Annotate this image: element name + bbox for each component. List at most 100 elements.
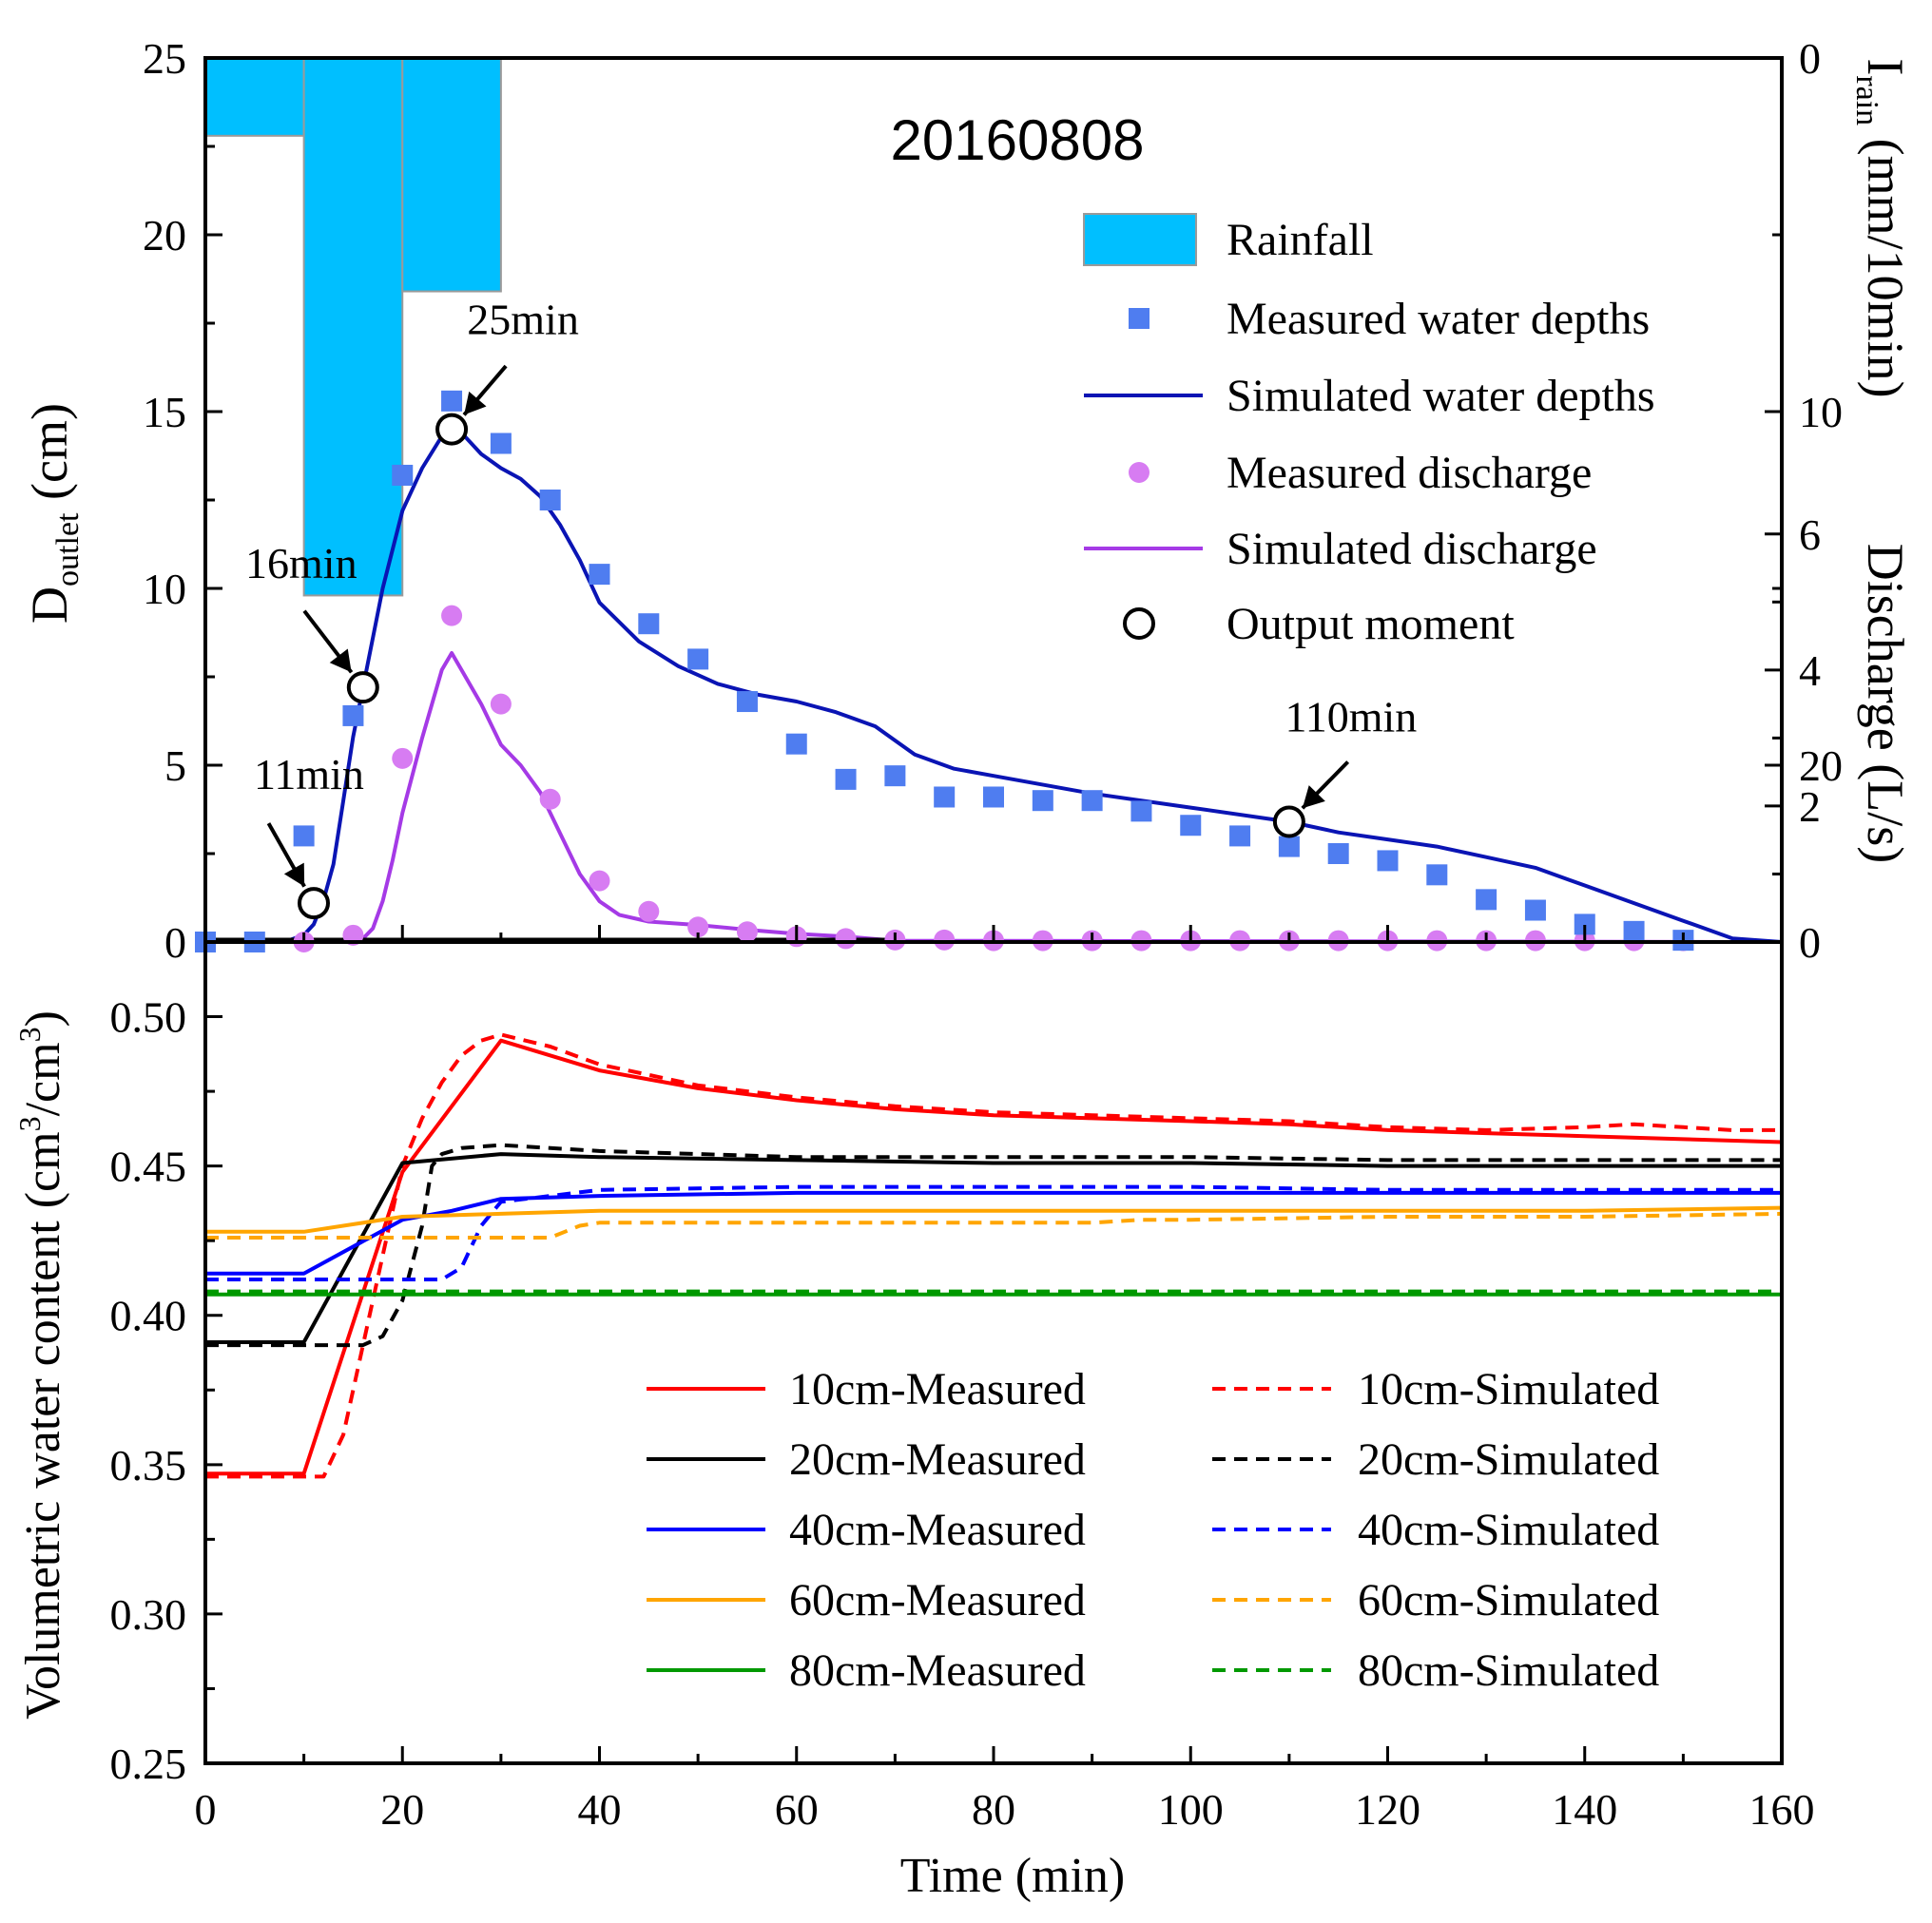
annotation-arrow-head	[329, 648, 352, 673]
output-moment-annotations: 11min 16min 25min 110min	[245, 296, 1417, 920]
bottom-series	[205, 1032, 1783, 1479]
measured-depth-point	[490, 433, 512, 454]
measured-depth-point	[687, 648, 709, 670]
measured-depth-point	[1130, 800, 1152, 822]
output-moment-marker	[297, 887, 330, 920]
measured-depth-point	[736, 691, 758, 713]
output-moment-marker	[346, 671, 379, 704]
output-moment-label: 25min	[467, 296, 579, 344]
measured-depth-point	[1180, 815, 1202, 837]
bottom-panel: 0.25 0.30 0.35 0.40 0.45 0.50 0 20 40 60 80 100 120 1…	[12, 993, 1815, 1834]
measured-depth-point	[1524, 899, 1546, 921]
legend-label: 80cm-Measured	[789, 1645, 1086, 1696]
y-tick-label-discharge: 4	[1799, 646, 1821, 695]
bottom-legend: 10cm-Measured 10cm-Simulated 20cm-Measured…	[647, 1364, 1659, 1696]
legend-swatch-rainfall	[1083, 213, 1197, 266]
measured-discharge-point	[687, 916, 709, 938]
y-axis-label-depth: Doutlet (cm)	[21, 403, 86, 624]
measured-depth-point	[342, 704, 364, 726]
y-tick-label-left: 10	[143, 565, 186, 613]
legend-label: 20cm-Simulated	[1358, 1434, 1659, 1485]
y-tick-label-bottom: 0.35	[110, 1441, 187, 1490]
legend-label: 60cm-Measured	[789, 1575, 1086, 1625]
measured-depth-point	[1574, 913, 1595, 935]
y-tick-label-bottom: 0.30	[110, 1590, 187, 1639]
y-tick-label-rain: 20	[1799, 741, 1843, 790]
y-axis-label-discharge: Discharge (L/s)	[1857, 544, 1914, 863]
measured-depth-point	[392, 464, 414, 486]
legend-label: Simulated discharge	[1227, 524, 1597, 574]
legend-label: 40cm-Simulated	[1358, 1505, 1659, 1555]
legend-label: Measured discharge	[1227, 448, 1592, 498]
measured-depth-point	[1081, 790, 1103, 812]
legend-label: Measured water depths	[1227, 294, 1650, 344]
measured-depth-point	[1032, 790, 1053, 812]
bottom-axes: 0.25 0.30 0.35 0.40 0.45 0.50 0 20 40 60 80 100 120 1…	[110, 993, 1815, 1834]
y-tick-label-bottom: 0.25	[110, 1740, 187, 1788]
chart-title: 20160808	[891, 108, 1145, 172]
plot-frame	[203, 56, 1784, 1765]
x-tick-label: 0	[195, 1785, 217, 1834]
rainfall-bar	[204, 57, 305, 137]
y-tick-label-rain: 10	[1799, 388, 1843, 436]
x-tick-label: 160	[1749, 1785, 1815, 1834]
legend-label: 20cm-Measured	[789, 1434, 1086, 1485]
output-moment-marker	[435, 413, 469, 446]
measured-discharge-point	[934, 929, 956, 951]
x-tick-label: 40	[578, 1785, 622, 1834]
legend-label: 40cm-Measured	[789, 1505, 1086, 1555]
x-axis-label: Time (min)	[900, 1849, 1125, 1903]
top-panel: 0 5 10 15 20 25 0 10 20 0 2 4 6 20160808 Rainfall Mea…	[21, 34, 1914, 967]
output-moment-label: 11min	[254, 750, 364, 798]
annotation-arrow-head	[283, 862, 305, 887]
y-tick-label-bottom: 0.50	[110, 993, 187, 1042]
water-content-line-20cm-measured	[205, 1152, 1782, 1344]
y-axis-label-water-content: Volumetric water content (cm3/cm3)	[12, 1010, 70, 1720]
legend-label: 10cm-Measured	[789, 1364, 1086, 1414]
x-tick-label: 20	[380, 1785, 424, 1834]
annotation-arrow-head	[1302, 785, 1325, 809]
measured-discharge-point	[638, 900, 660, 922]
measured-depth-point	[983, 786, 1004, 808]
y-tick-label-left: 5	[164, 741, 186, 790]
y-tick-label-left: 15	[143, 388, 186, 436]
output-moment-marker	[1272, 805, 1305, 838]
measured-depth-point	[539, 490, 561, 510]
x-tick-label: 100	[1158, 1785, 1224, 1834]
y-tick-label-bottom: 0.40	[110, 1292, 187, 1340]
measured-depth-point	[293, 825, 315, 847]
annotation-arrow-head	[464, 391, 487, 415]
rainfall-bar	[302, 57, 404, 597]
y-axis-label-rain: Irain (mm/10min)	[1849, 58, 1914, 397]
output-moment-label: 110min	[1285, 693, 1417, 741]
output-moment-label: 16min	[245, 539, 357, 587]
x-tick-label: 120	[1355, 1785, 1420, 1834]
legend-label: Rainfall	[1227, 215, 1374, 265]
y-tick-label-discharge: 0	[1799, 918, 1821, 967]
measured-discharge-point	[539, 788, 561, 810]
water-content-line-40cm-measured	[205, 1190, 1782, 1276]
measured-depth-point	[1377, 850, 1399, 872]
water-content-line-10cm-measured	[205, 1038, 1783, 1476]
legend-label: Simulated water depths	[1227, 371, 1655, 421]
bottom-plot-frame	[203, 940, 1784, 1765]
y-tick-label-bottom: 0.45	[110, 1143, 187, 1191]
measured-depth-point	[589, 564, 610, 586]
rainfall-bar	[401, 57, 502, 293]
y-tick-label-left: 0	[164, 918, 186, 967]
measured-discharge-point	[736, 921, 758, 943]
water-content-line-40cm-simulated	[205, 1184, 1782, 1281]
measured-discharge-point	[835, 928, 857, 950]
top-legend: Rainfall Measured water depths Simulated w…	[1083, 213, 1655, 649]
legend-swatch-output-moment	[1123, 607, 1155, 640]
measured-depth-point	[1623, 920, 1645, 942]
y-tick-label-left: 20	[143, 211, 186, 260]
y-tick-label-discharge: 6	[1799, 510, 1821, 559]
measured-depth-point	[884, 765, 906, 787]
simulated-depth-line	[205, 427, 1783, 944]
legend-label: 80cm-Simulated	[1358, 1645, 1659, 1696]
legend-label: 10cm-Simulated	[1358, 1364, 1659, 1414]
measured-depth-point	[1327, 843, 1349, 864]
legend-label: 60cm-Simulated	[1358, 1575, 1659, 1625]
